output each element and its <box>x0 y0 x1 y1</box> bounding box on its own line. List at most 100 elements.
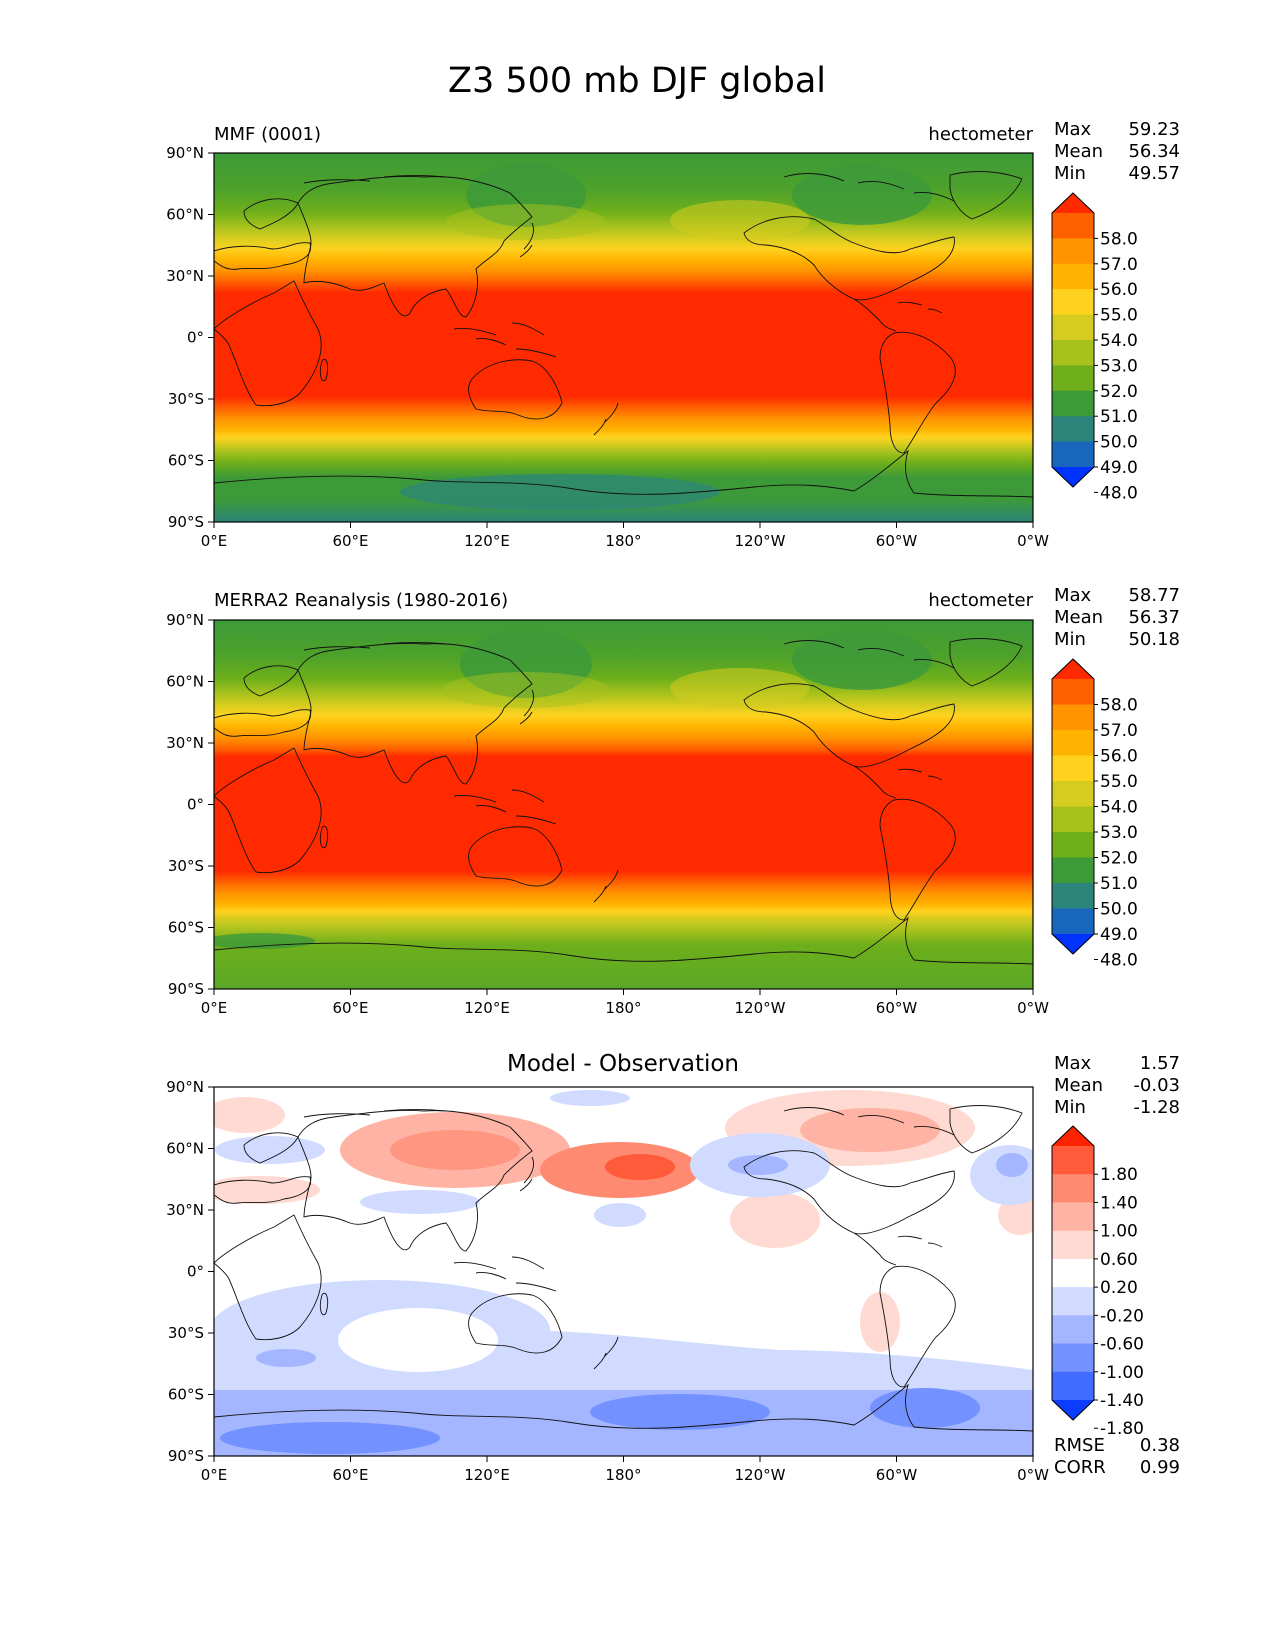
panel-obs: MERRA2 Reanalysis (1980-2016) hectometer… <box>166 585 1180 1017</box>
lon-tick-label: 60°W <box>876 532 918 550</box>
colorbar-segment <box>1052 263 1094 290</box>
colorbar-label: 50.0 <box>1100 433 1138 453</box>
stat-mean-value: 56.37 <box>1128 607 1180 628</box>
panel-diff-map <box>214 1087 1033 1456</box>
colorbar-label: 52.0 <box>1100 849 1138 869</box>
figure-title: Z3 500 mb DJF global <box>448 61 826 101</box>
lat-tick-label: 60°S <box>168 452 204 470</box>
lat-tick-label: 90°S <box>168 1447 204 1465</box>
lat-tick-label: 30°S <box>168 390 204 408</box>
lon-tick-label: 120°E <box>464 1466 510 1484</box>
colorbar-label: 53.0 <box>1100 823 1138 843</box>
colorbar-segment <box>1052 1343 1094 1373</box>
colorbar-label: 48.0 <box>1100 951 1138 971</box>
lat-tick-label: 30°N <box>166 1201 204 1219</box>
colorbar-segment <box>1052 730 1094 756</box>
colorbar-segment <box>1052 238 1094 265</box>
lat-tick-label: 90°N <box>166 611 204 629</box>
colorbar-extend-min <box>1052 467 1094 487</box>
colorbar-extend-max <box>1052 193 1094 213</box>
lat-tick-label: 30°S <box>168 857 204 875</box>
lat-tick-label: 90°N <box>166 144 204 162</box>
colorbar-segment <box>1052 390 1094 417</box>
lat-tick-label: 0° <box>187 796 204 814</box>
colorbar-label: 55.0 <box>1100 306 1138 326</box>
panel-diff-lat-ticks: 90°N 60°N 30°N 0° 30°S 60°S 90°S <box>166 1078 214 1465</box>
lon-tick-label: 0°E <box>201 999 228 1017</box>
lat-tick-label: 30°N <box>166 267 204 285</box>
lon-tick-label: 180° <box>605 999 641 1017</box>
panel-diff: Model - Observation <box>166 1051 1180 1484</box>
colorbar-segment <box>1052 365 1094 392</box>
colorbar-label: 0.60 <box>1100 1250 1138 1270</box>
colorbar-extend-max <box>1052 659 1094 679</box>
colorbar-label: 0.20 <box>1100 1278 1138 1298</box>
colorbar-label: 57.0 <box>1100 721 1138 741</box>
colorbar-label: 57.0 <box>1100 255 1138 275</box>
colorbar-extend-min <box>1052 934 1094 954</box>
colorbar-label: 58.0 <box>1100 229 1138 249</box>
stat-min-label: Min <box>1054 163 1086 184</box>
stat-min-label: Min <box>1054 1097 1086 1118</box>
lon-tick-label: 180° <box>605 1466 641 1484</box>
colorbar-segment <box>1052 781 1094 807</box>
stat-mean-value: 56.34 <box>1128 141 1180 162</box>
stat-max-value: 1.57 <box>1140 1053 1180 1074</box>
panel-diff-colorbar: 1.80 1.40 1.00 0.60 0.20 -0.20 -0.60 -1.00 -1.40… <box>1051 1125 1144 1439</box>
lon-tick-label: 60°W <box>876 999 918 1017</box>
panel-obs-colorbar: 58.0 57.0 56.0 55.0 54.0 53.0 52.0 51.0 50.0 49.0… <box>1051 658 1138 971</box>
stat-max-label: Max <box>1054 119 1092 140</box>
colorbar-label: 53.0 <box>1100 356 1138 376</box>
colorbar-label: 1.80 <box>1100 1165 1138 1185</box>
panel-obs-map <box>214 620 1033 989</box>
colorbar-label: 48.0 <box>1100 483 1138 503</box>
stat-max-value: 58.77 <box>1128 585 1180 606</box>
lat-tick-label: 0° <box>187 1263 204 1281</box>
lon-tick-label: 0°W <box>1017 532 1049 550</box>
colorbar-label: -0.20 <box>1100 1306 1144 1326</box>
colorbar-segment <box>1052 1230 1094 1260</box>
panel-obs-stats: Max 58.77 Mean 56.37 Min 50.18 <box>1054 585 1180 650</box>
colorbar-segment <box>1052 1146 1094 1175</box>
panel-model-left-title: MMF (0001) <box>214 124 321 145</box>
lat-tick-label: 30°S <box>168 1324 204 1342</box>
panel-model-stats: Max 59.23 Mean 56.34 Min 49.57 <box>1054 119 1180 184</box>
panel-model: MMF (0001) hectometer 90°N 60°N 30°N 0° 30°S… <box>166 119 1180 550</box>
lat-tick-label: 60°N <box>166 673 204 691</box>
panel-model-units: hectometer <box>928 124 1033 145</box>
panel-obs-lat-ticks: 90°N 60°N 30°N 0° 30°S 60°S 90°S <box>166 611 214 998</box>
lat-tick-label: 90°S <box>168 980 204 998</box>
stat-max-label: Max <box>1054 1053 1092 1074</box>
colorbar-label: 1.00 <box>1100 1222 1138 1242</box>
panel-obs-units: hectometer <box>928 590 1033 611</box>
colorbar-segment <box>1052 1315 1094 1345</box>
panel-obs-lon-ticks: 0°E 60°E 120°E 180° 120°W 60°W 0°W <box>201 989 1049 1017</box>
colorbar-label: 56.0 <box>1100 747 1138 767</box>
stat-min-value: 50.18 <box>1128 629 1180 650</box>
stat-corr-value: 0.99 <box>1140 1457 1180 1478</box>
panel-model-lon-ticks: 0°E 60°E 120°E 180° 120°W 60°W 0°W <box>201 522 1049 550</box>
colorbar-label: 56.0 <box>1100 280 1138 300</box>
lon-tick-label: 60°E <box>332 1466 368 1484</box>
lat-tick-label: 60°S <box>168 1386 204 1404</box>
lat-tick-label: 60°N <box>166 206 204 224</box>
lon-tick-label: 120°W <box>735 999 786 1017</box>
colorbar-segment <box>1052 832 1094 858</box>
lon-tick-label: 120°E <box>464 532 510 550</box>
colorbar-segment <box>1052 806 1094 833</box>
lat-tick-label: 60°S <box>168 919 204 937</box>
colorbar-label: 49.0 <box>1100 458 1138 478</box>
lon-tick-label: 0°E <box>201 1466 228 1484</box>
panel-diff-lon-ticks: 0°E 60°E 120°E 180° 120°W 60°W 0°W <box>201 1456 1049 1484</box>
colorbar-label: 54.0 <box>1100 331 1138 351</box>
colorbar-label: 51.0 <box>1100 407 1138 427</box>
stat-mean-label: Mean <box>1054 607 1103 628</box>
colorbar-segment <box>1052 213 1094 239</box>
colorbar-segment <box>1052 314 1094 341</box>
colorbar-segment <box>1052 289 1094 316</box>
panel-model-lat-ticks: 90°N 60°N 30°N 0° 30°S 60°S 90°S <box>166 144 214 531</box>
colorbar-segment <box>1052 340 1094 366</box>
colorbar-segment <box>1052 1287 1094 1316</box>
colorbar-label: 52.0 <box>1100 382 1138 402</box>
